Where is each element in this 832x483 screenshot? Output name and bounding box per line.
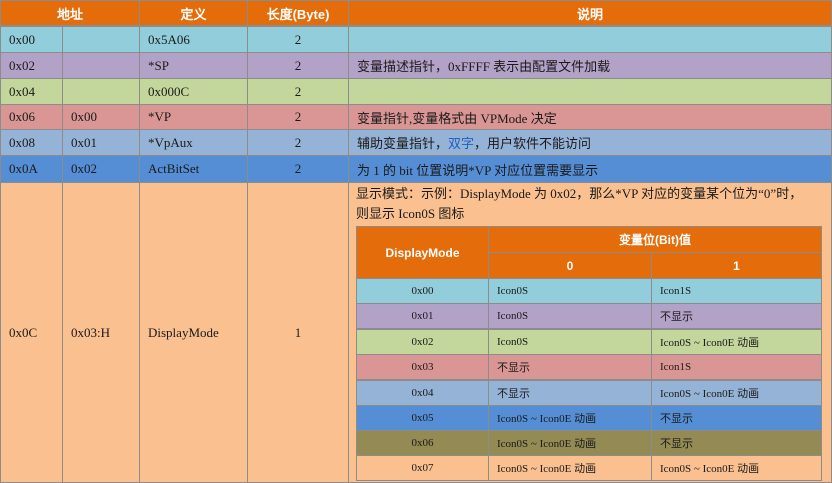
subtable-row-mode: 0x02 <box>356 329 489 355</box>
subtable-row-bit0: Icon0S ~ Icon0E 动画 <box>488 405 652 431</box>
row-definition: 0x5A06 <box>139 26 248 53</box>
display-row-address-offset: 0x03:H <box>62 182 140 483</box>
subtable-row-mode: 0x01 <box>356 303 489 329</box>
subtable-row-mode: 0x04 <box>356 380 489 406</box>
row-description: 为 1 的 bit 位置说明*VP 对应位置需要显示 <box>348 155 832 183</box>
row-length: 2 <box>247 104 349 130</box>
row-description-highlight: 双字 <box>448 136 475 151</box>
subtable-row-bit0: Icon0S ~ Icon0E 动画 <box>488 455 652 481</box>
row-address-offset: 0x01 <box>62 129 140 156</box>
header-length: 长度(Byte) <box>247 0 349 26</box>
row-address: 0x02 <box>0 52 63 79</box>
row-address-offset <box>62 26 140 53</box>
subtable-row-bit0: 不显示 <box>488 354 652 380</box>
row-description <box>348 26 832 53</box>
subtable-header-bit0: 0 <box>488 252 652 279</box>
row-length: 2 <box>247 26 349 53</box>
row-definition: ActBitSet <box>139 155 248 183</box>
subtable-header-bits: 变量位(Bit)值 <box>488 226 822 253</box>
display-mode-desc-line2: 则显示 Icon0S 图标 <box>356 206 465 221</box>
row-address-offset <box>62 52 140 79</box>
subtable-row-bit1: 不显示 <box>651 430 822 456</box>
row-definition: *VP <box>139 104 248 130</box>
row-description-prefix: 辅助变量指针， <box>357 136 449 151</box>
subtable-row-bit0: 不显示 <box>488 380 652 406</box>
subtable-row-bit1: 不显示 <box>651 303 822 329</box>
row-length: 2 <box>247 78 349 105</box>
row-length: 2 <box>247 129 349 156</box>
row-address-offset <box>62 78 140 105</box>
row-description: 变量描述指针，0xFFFF 表示由配置文件加载 <box>348 52 832 79</box>
row-definition: *SP <box>139 52 248 79</box>
row-description: 变量指针,变量格式由 VPMode 决定 <box>348 104 832 130</box>
row-address: 0x00 <box>0 26 63 53</box>
subtable-header-bit1: 1 <box>651 252 822 279</box>
row-description: 辅助变量指针， 双字 ，用户软件不能访问 <box>348 129 832 156</box>
header-definition: 定义 <box>139 0 248 26</box>
row-description-suffix: ，用户软件不能访问 <box>474 136 592 151</box>
row-address: 0x06 <box>0 104 63 130</box>
header-description: 说明 <box>348 0 832 26</box>
subtable-row-bit0: Icon0S <box>488 329 652 355</box>
row-definition: 0x000C <box>139 78 248 105</box>
subtable-row-mode: 0x06 <box>356 430 489 456</box>
display-row-address: 0x0C <box>0 182 63 483</box>
row-address: 0x04 <box>0 78 63 105</box>
row-length: 2 <box>247 52 349 79</box>
display-row-length: 1 <box>247 182 349 483</box>
subtable-row-bit1: Icon1S <box>651 354 822 380</box>
display-mode-desc-line1: 显示模式：示例：DisplayMode 为 0x02，那么*VP 对应的变量某个… <box>356 186 803 201</box>
subtable-row-bit0: Icon0S <box>488 278 652 304</box>
subtable-row-bit0: Icon0S ~ Icon0E 动画 <box>488 430 652 456</box>
row-address: 0x08 <box>0 129 63 156</box>
row-length: 2 <box>247 155 349 183</box>
subtable-row-bit1: Icon0S ~ Icon0E 动画 <box>651 455 822 481</box>
row-address: 0x0A <box>0 155 63 183</box>
header-address: 地址 <box>0 0 140 26</box>
subtable-row-bit1: Icon1S <box>651 278 822 304</box>
subtable-row-bit0: Icon0S <box>488 303 652 329</box>
row-address-offset: 0x02 <box>62 155 140 183</box>
row-address-offset: 0x00 <box>62 104 140 130</box>
subtable-row-bit1: Icon0S ~ Icon0E 动画 <box>651 329 822 355</box>
subtable-row-bit1: Icon0S ~ Icon0E 动画 <box>651 380 822 406</box>
subtable-header-mode: DisplayMode <box>356 226 489 279</box>
row-definition: *VpAux <box>139 129 248 156</box>
display-row-definition: DisplayMode <box>139 182 248 483</box>
subtable-row-mode: 0x00 <box>356 278 489 304</box>
subtable-row-bit1: 不显示 <box>651 405 822 431</box>
row-description <box>348 78 832 105</box>
subtable-row-mode: 0x03 <box>356 354 489 380</box>
subtable-row-mode: 0x07 <box>356 455 489 481</box>
subtable-row-mode: 0x05 <box>356 405 489 431</box>
